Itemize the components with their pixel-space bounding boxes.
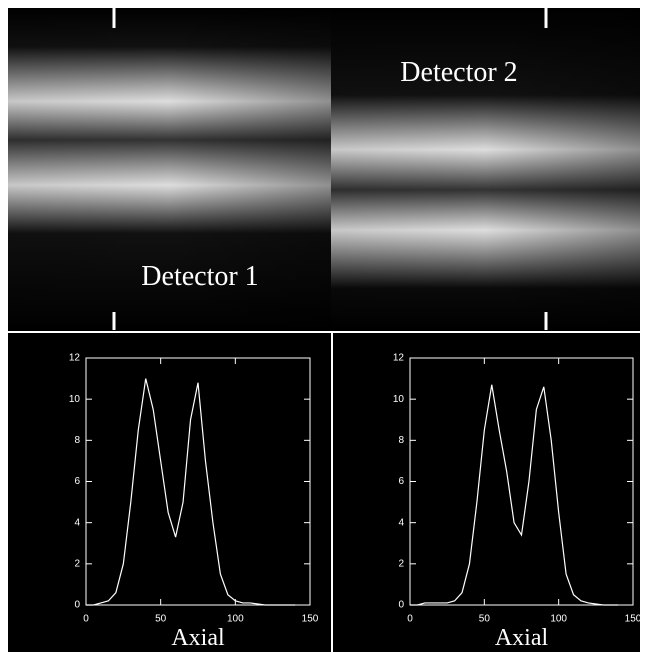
y-tick-label: 8 bbox=[398, 435, 404, 446]
y-tick-label: 4 bbox=[74, 517, 80, 528]
x-axis-label: Axial bbox=[171, 625, 225, 651]
y-tick-label: 12 bbox=[393, 353, 405, 364]
x-tick-label: 0 bbox=[407, 614, 413, 625]
y-tick-label: 12 bbox=[69, 353, 81, 364]
profile-line bbox=[410, 384, 619, 606]
fiducial-marks bbox=[112, 8, 548, 330]
x-tick-label: 0 bbox=[83, 614, 89, 625]
x-tick-label: 100 bbox=[550, 614, 567, 625]
y-tick-label: 0 bbox=[398, 600, 404, 611]
y-tick-label: 10 bbox=[69, 394, 81, 405]
panel-label: Detector 2 bbox=[400, 57, 517, 88]
x-axis-label: Axial bbox=[495, 625, 549, 651]
y-tick-label: 4 bbox=[398, 517, 404, 528]
y-tick-label: 6 bbox=[398, 476, 404, 487]
y-tick-label: 2 bbox=[398, 558, 404, 569]
x-tick-label: 150 bbox=[302, 614, 319, 625]
image-shade bbox=[8, 8, 331, 330]
x-tick-label: 50 bbox=[479, 614, 491, 625]
image-shade bbox=[331, 8, 640, 330]
x-tick-label: 100 bbox=[227, 614, 244, 625]
y-tick-label: 8 bbox=[74, 435, 80, 446]
x-tick-label: 50 bbox=[155, 614, 167, 625]
x-tick-label: 150 bbox=[625, 614, 642, 625]
y-tick-label: 2 bbox=[74, 558, 80, 569]
panel-label: Detector 1 bbox=[141, 261, 258, 292]
y-tick-label: 10 bbox=[393, 394, 405, 405]
profile-line bbox=[86, 378, 296, 606]
y-tick-label: 6 bbox=[74, 476, 80, 487]
y-tick-label: 0 bbox=[74, 600, 80, 611]
